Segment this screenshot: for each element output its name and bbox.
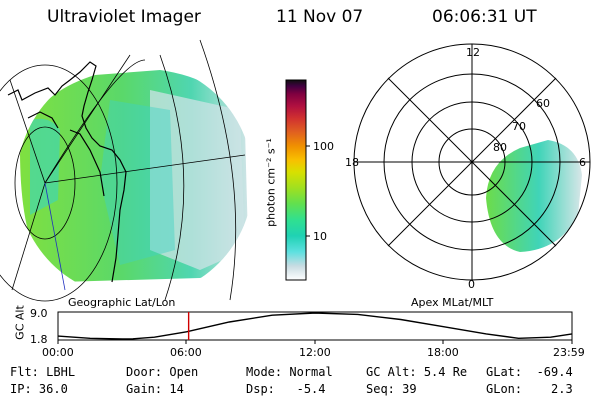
mlt-label-18: 18 [345, 156, 359, 169]
status-door: Door: Open [126, 365, 199, 379]
time-tick-2359: 23:59 [553, 346, 585, 359]
mlt-label-12: 12 [466, 46, 480, 59]
status-gain: Gain: 14 [126, 382, 184, 396]
status-mode: Mode: Normal [246, 365, 333, 379]
polar-grid [353, 43, 591, 281]
app-title: Ultraviolet Imager [47, 7, 201, 27]
altitude-curve [57, 312, 573, 340]
geo-panel-label: Geographic Lat/Lon [68, 296, 176, 309]
time-label: 06:06:31 UT [432, 7, 537, 27]
lat-label-60: 60 [536, 97, 550, 110]
colorbar-tick-100: 100 [313, 140, 334, 153]
geo-grid [0, 39, 246, 302]
altitude-plot-frame [57, 311, 573, 341]
status-seq: Seq: 39 [366, 382, 417, 396]
date-label: 11 Nov 07 [276, 7, 364, 27]
mlt-label-6: 6 [579, 156, 586, 169]
polar-panel-label: Apex MLat/MLT [411, 296, 494, 309]
polar-image-panel [486, 140, 582, 252]
colorbar-tick-10: 10 [313, 230, 327, 243]
status-dsp: Dsp: -5.4 [246, 382, 326, 396]
status-ip: IP: 36.0 [10, 382, 68, 396]
time-tick-0600: 06:00 [170, 346, 202, 359]
altitude-tick-1-8: 1.8 [30, 333, 48, 346]
status-gc-alt: GC Alt: 5.4 Re [366, 365, 468, 379]
colorbar-unit-label: photon cm⁻² s⁻¹ [264, 138, 278, 227]
time-tick-1200: 12:00 [299, 346, 331, 359]
altitude-tick-9: 9.0 [30, 307, 48, 320]
status-glon: GLon: 2.3 [486, 382, 573, 396]
geo-image-panel [20, 70, 248, 282]
time-tick-1800: 18:00 [427, 346, 459, 359]
time-tick-0000: 00:00 [42, 346, 74, 359]
mlt-label-0: 0 [468, 278, 475, 291]
lat-label-70: 70 [512, 120, 526, 133]
lat-label-80: 80 [493, 141, 507, 154]
status-glat: GLat: -69.4 [486, 365, 573, 379]
status-flt: Flt: LBHL [10, 365, 76, 379]
altitude-axis-label: GC Alt [13, 305, 27, 340]
colorbar [285, 79, 307, 281]
